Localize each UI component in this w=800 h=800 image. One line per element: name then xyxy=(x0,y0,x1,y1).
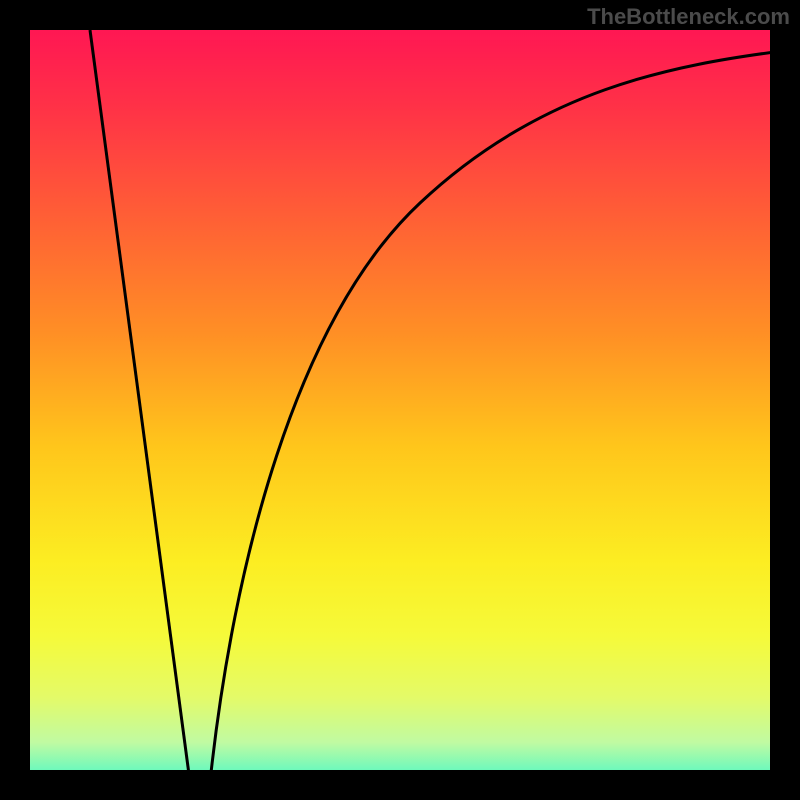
plot-background xyxy=(30,30,788,788)
watermark-text: TheBottleneck.com xyxy=(587,4,790,30)
bottleneck-chart: TheBottleneck.com xyxy=(0,0,800,800)
chart-svg xyxy=(0,0,800,800)
